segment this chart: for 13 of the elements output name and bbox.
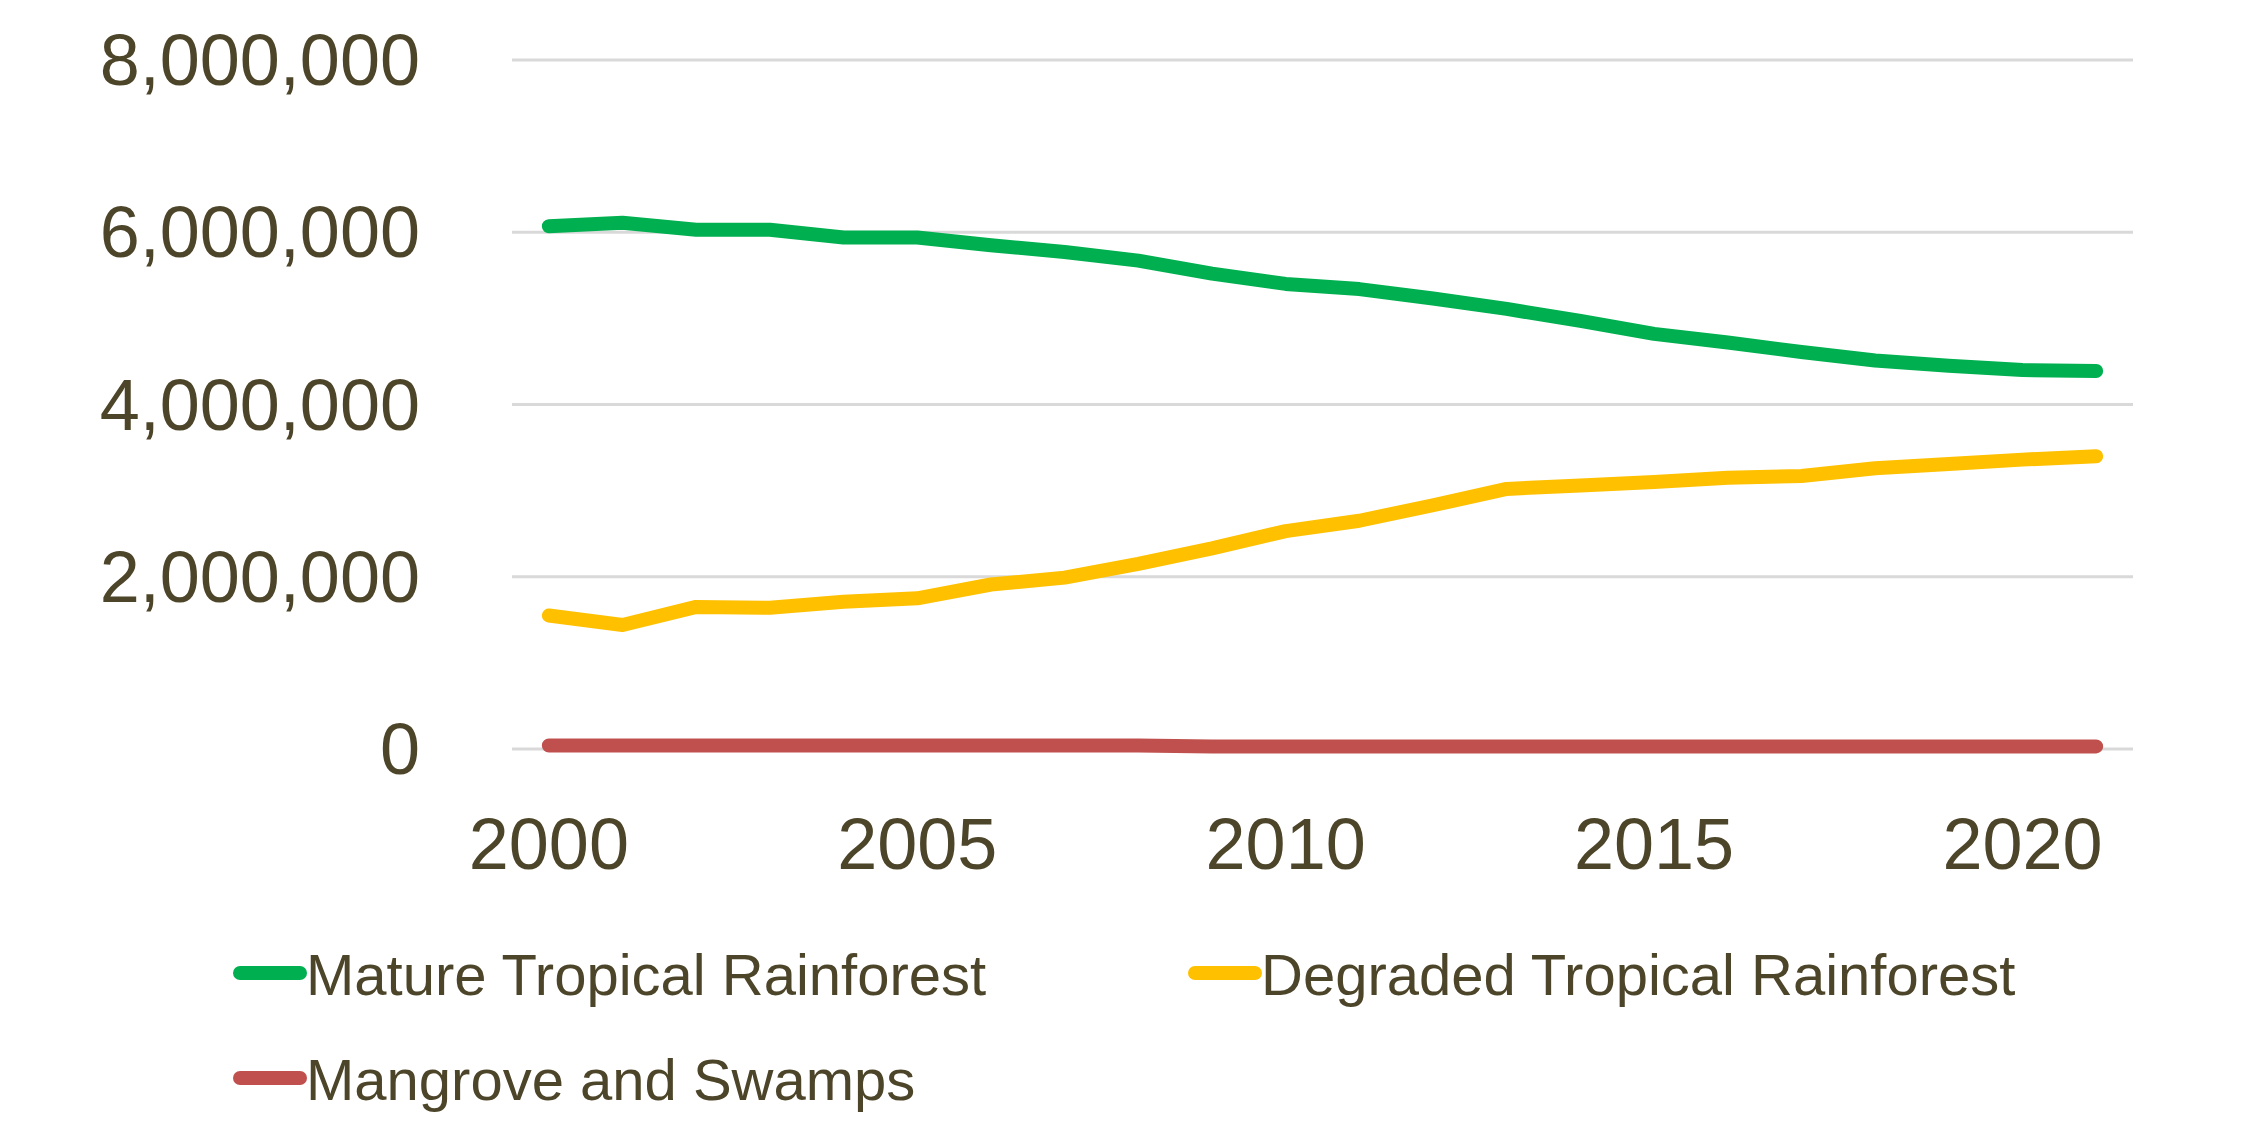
legend-label: Mature Tropical Rainforest: [306, 942, 987, 1007]
x-tick-label: 2010: [1205, 804, 1366, 884]
y-tick-label: 4,000,000: [99, 364, 420, 445]
y-tick-label: 0: [379, 709, 420, 790]
y-tick-label: 2,000,000: [99, 536, 420, 617]
legend-label: Mangrove and Swamps: [306, 1047, 916, 1112]
y-tick-label: 6,000,000: [99, 192, 420, 273]
x-tick-label: 2015: [1573, 804, 1735, 884]
x-tick-label: 2020: [1942, 804, 2103, 884]
x-tick-label: 2000: [468, 804, 629, 884]
y-tick-label: 8,000,000: [99, 20, 420, 101]
legend-label: Degraded Tropical Rainforest: [1261, 942, 2016, 1007]
x-tick-label: 2005: [837, 804, 998, 884]
